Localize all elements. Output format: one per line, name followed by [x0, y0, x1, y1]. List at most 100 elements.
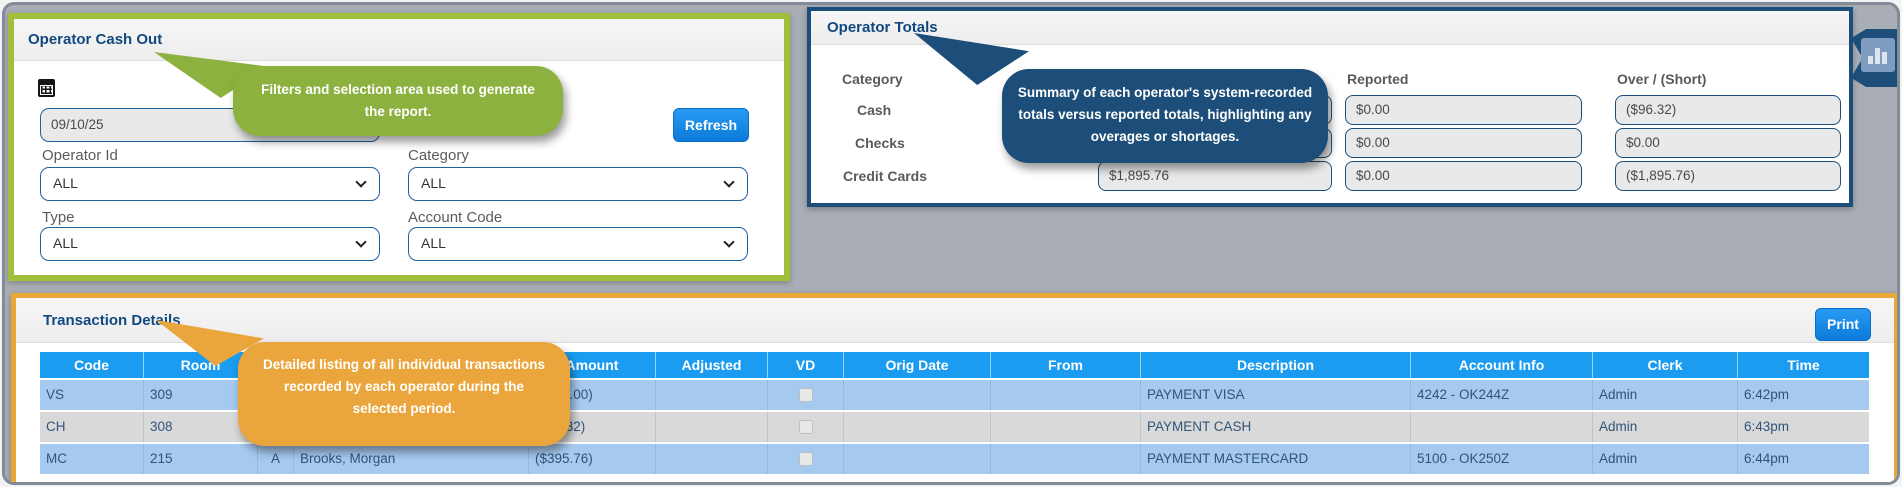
chevron-down-icon	[723, 176, 735, 188]
category-column-header: Category	[842, 71, 903, 87]
cell-room: 309	[143, 380, 257, 410]
callout-text: recorded by each operator during the	[283, 379, 525, 394]
chevron-down-icon	[355, 236, 367, 248]
cash-over-short-value: ($96.32)	[1615, 95, 1841, 125]
bar-chart-bar	[1882, 52, 1887, 64]
totals-title: Operator Totals	[827, 19, 938, 36]
cell-code: MC	[46, 451, 67, 466]
callout-text: selected period.	[352, 401, 456, 416]
cell-account-info	[1410, 412, 1592, 442]
cell-vd	[767, 412, 843, 442]
details-callout: Detailed listing of all individual trans…	[238, 342, 570, 446]
callout-text: Detailed listing of all individual trans…	[262, 357, 546, 372]
category-select[interactable]: ALL	[408, 167, 748, 201]
column-header-adjusted: Adjusted	[655, 352, 767, 378]
cell-account-info: 4242 - OK244Z	[1410, 380, 1592, 410]
cell-from	[990, 412, 1140, 442]
vd-checkbox[interactable]	[798, 420, 813, 434]
category-label: Category	[408, 147, 469, 164]
chevron-down-icon	[355, 176, 367, 188]
operator-id-label: Operator Id	[42, 147, 118, 164]
cell-orig-date	[843, 444, 990, 474]
category-value: ALL	[421, 175, 446, 191]
cell-room: 308	[143, 412, 257, 442]
cell-clerk: Admin	[1592, 444, 1737, 474]
column-header-time: Time	[1737, 352, 1869, 378]
cell-adjusted	[655, 380, 767, 410]
type-select[interactable]: ALL	[40, 227, 380, 261]
table-row[interactable]: MC 215 A Brooks, Morgan ($395.76) PAYMEN…	[40, 442, 1869, 474]
transaction-details-panel: Transaction Details Print Code Room Amou…	[11, 293, 1897, 482]
column-header-vd: VD	[767, 352, 843, 378]
cash-reported-value: $0.00	[1345, 95, 1582, 125]
filters-callout: Filters and selection area used to gener…	[233, 66, 563, 136]
print-button[interactable]: Print	[1815, 308, 1871, 341]
cell-orig-date	[843, 380, 990, 410]
callout-text: Summary of each operator's system-record…	[1017, 85, 1313, 100]
cell-description: PAYMENT MASTERCARD	[1140, 444, 1410, 474]
callout-text: overages or shortages.	[1090, 129, 1240, 144]
column-header-from: From	[990, 352, 1140, 378]
callout-text: the report.	[364, 104, 432, 119]
cell-description: PAYMENT VISA	[1140, 380, 1410, 410]
cell-from	[990, 444, 1140, 474]
bar-chart-bar	[1868, 56, 1873, 64]
totals-callout: Summary of each operator's system-record…	[1002, 69, 1328, 163]
credit-cards-row-label: Credit Cards	[843, 168, 928, 184]
cell-from	[990, 380, 1140, 410]
column-header-code: Code	[74, 357, 109, 373]
operator-cash-out-panel: Operator Cash Out 09/10/25 Refresh Opera…	[8, 13, 790, 281]
operator-id-value: ALL	[53, 175, 78, 191]
cell-orig-date	[843, 412, 990, 442]
column-header-clerk: Clerk	[1592, 352, 1737, 378]
calendar-icon[interactable]	[38, 79, 55, 97]
column-header-description: Description	[1140, 352, 1410, 378]
cell-vd	[767, 380, 843, 410]
cell-account-info: 5100 - OK250Z	[1410, 444, 1592, 474]
cell-room: 215	[143, 444, 257, 474]
checks-reported-value: $0.00	[1345, 128, 1582, 158]
cell-adjusted	[655, 444, 767, 474]
refresh-button[interactable]: Refresh	[673, 108, 749, 142]
cell-clerk: Admin	[1592, 412, 1737, 442]
cash-out-header-strip	[14, 19, 784, 61]
cell-flag: A	[257, 444, 293, 474]
cell-description: PAYMENT CASH	[1140, 412, 1410, 442]
callout-text: totals versus reported totals, highlight…	[1018, 107, 1312, 122]
cell-vd	[767, 444, 843, 474]
account-code-select[interactable]: ALL	[408, 227, 748, 261]
vd-checkbox[interactable]	[798, 388, 813, 402]
reported-column-header: Reported	[1347, 71, 1409, 87]
bar-chart-icon[interactable]	[1861, 38, 1895, 72]
credit-cards-system-value: $1,895.76	[1098, 161, 1332, 191]
cell-name: Brooks, Morgan	[293, 444, 528, 474]
cash-out-title: Operator Cash Out	[28, 31, 163, 48]
details-header-strip	[16, 298, 1894, 343]
cell-time: 6:44pm	[1737, 444, 1869, 474]
credit-cards-reported-value: $0.00	[1345, 161, 1582, 191]
type-value: ALL	[53, 235, 78, 251]
chevron-down-icon	[723, 236, 735, 248]
checks-row-label: Checks	[855, 135, 905, 151]
details-title: Transaction Details	[43, 312, 181, 329]
over-short-column-header: Over / (Short)	[1617, 71, 1707, 87]
bar-chart-bar	[1875, 48, 1880, 64]
cash-row-label: Cash	[857, 102, 892, 118]
cell-code: CH	[46, 419, 66, 434]
column-header-orig-date: Orig Date	[843, 352, 990, 378]
totals-header-strip	[811, 11, 1849, 45]
cell-code: VS	[46, 387, 65, 402]
operator-totals-panel: Operator Totals Category Reported Over /…	[807, 7, 1853, 207]
vd-checkbox[interactable]	[798, 452, 813, 466]
type-label: Type	[42, 209, 75, 226]
cell-amount: ($395.76)	[528, 444, 655, 474]
operator-id-select[interactable]: ALL	[40, 167, 380, 201]
callout-text: Filters and selection area used to gener…	[261, 82, 535, 97]
cell-time: 6:43pm	[1737, 412, 1869, 442]
account-code-label: Account Code	[408, 209, 503, 226]
column-header-account-info: Account Info	[1410, 352, 1592, 378]
credit-cards-over-short-value: ($1,895.76)	[1615, 161, 1841, 191]
cell-adjusted	[655, 412, 767, 442]
account-code-value: ALL	[421, 235, 446, 251]
